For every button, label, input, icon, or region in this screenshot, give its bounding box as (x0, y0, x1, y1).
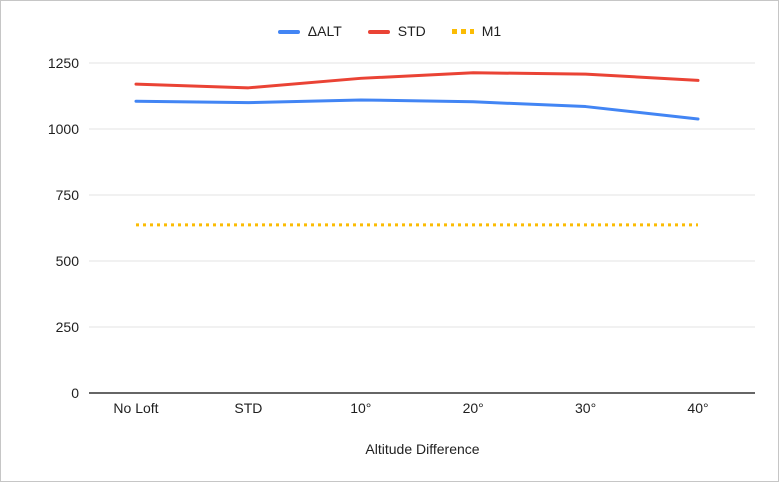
x-axis-label: STD (234, 400, 262, 416)
legend: ΔALT STD M1 (1, 24, 778, 39)
m1-line-swatch-icon (451, 29, 474, 34)
y-axis-label: 250 (56, 319, 80, 335)
series-line-0 (134, 98, 700, 121)
y-axis-label: 0 (71, 385, 79, 401)
x-axis-label: 20° (463, 400, 484, 416)
std-line-swatch-icon (367, 29, 390, 34)
x-axis-label: 10° (350, 400, 371, 416)
y-axis-label: 750 (56, 187, 80, 203)
y-axis-label: 1000 (48, 121, 79, 137)
legend-label-m1: M1 (481, 23, 502, 39)
y-axis-label: 1250 (48, 55, 79, 71)
x-axis-title: Altitude Difference (365, 441, 480, 457)
legend-item-dalt: ΔALT (277, 23, 342, 39)
series-line-1 (134, 71, 700, 90)
x-axis-label: 30° (575, 400, 596, 416)
x-axis-label: 40° (687, 400, 708, 416)
y-axis-label: 500 (56, 253, 80, 269)
legend-item-std: STD (367, 23, 426, 39)
legend-label-dalt: ΔALT (307, 23, 342, 39)
legend-label-std: STD (397, 23, 426, 39)
dalt-line-swatch-icon (277, 29, 300, 34)
legend-item-m1: M1 (451, 23, 502, 39)
x-axis-label: No Loft (113, 400, 158, 416)
